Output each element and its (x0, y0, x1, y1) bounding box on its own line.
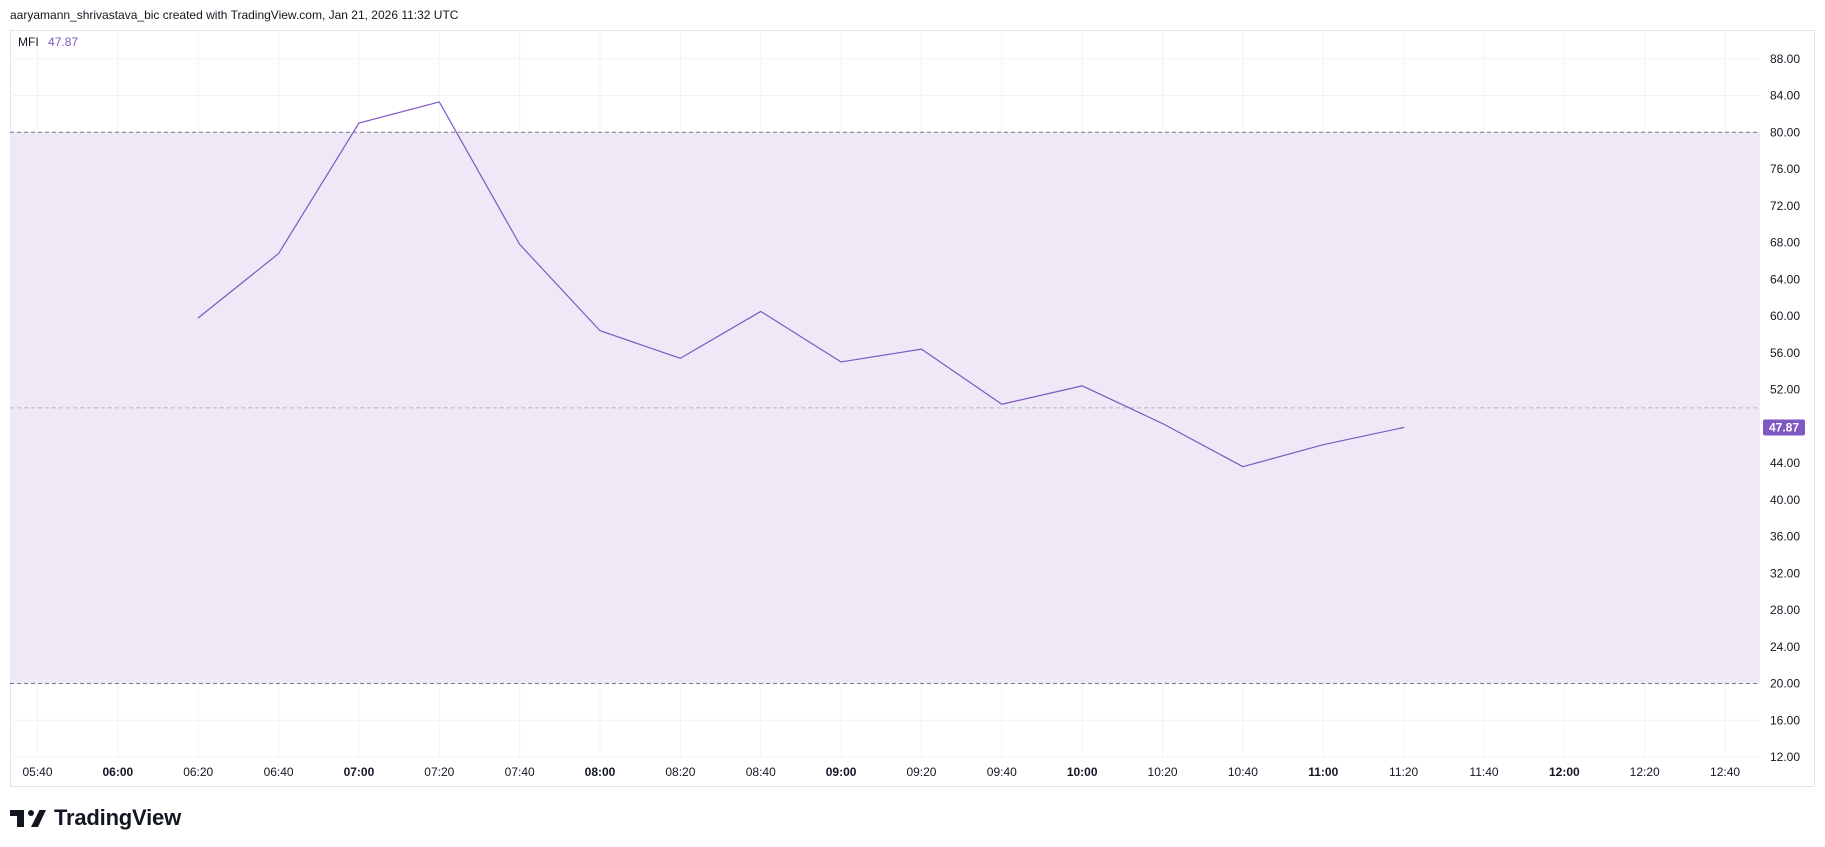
y-tick-label: 84.00 (1770, 89, 1800, 103)
x-tick-label: 12:40 (1710, 765, 1740, 779)
y-tick-label: 24.00 (1770, 640, 1800, 654)
x-tick-label: 06:00 (103, 765, 134, 779)
legend-indicator-name: MFI (18, 35, 39, 49)
last-value-label-text: 47.87 (1769, 420, 1799, 434)
y-tick-label: 12.00 (1770, 750, 1800, 764)
legend-indicator-value: 47.87 (48, 35, 79, 49)
x-tick-label: 09:00 (826, 765, 857, 779)
x-tick-label: 05:40 (22, 765, 52, 779)
tradingview-logo-text: TradingView (54, 805, 181, 830)
x-tick-label: 11:40 (1469, 765, 1498, 779)
x-tick-label: 12:20 (1630, 765, 1660, 779)
x-tick-label: 11:00 (1308, 765, 1338, 779)
y-tick-label: 60.00 (1770, 309, 1800, 323)
y-tick-label: 20.00 (1770, 677, 1800, 691)
x-tick-label: 10:20 (1148, 765, 1178, 779)
y-tick-label: 52.00 (1770, 383, 1800, 397)
x-tick-label: 08:40 (746, 765, 776, 779)
indicator-legend[interactable]: MFI 47.87 (18, 34, 78, 50)
y-tick-label: 88.00 (1770, 52, 1800, 66)
x-tick-label: 06:20 (183, 765, 213, 779)
y-tick-label: 56.00 (1770, 346, 1800, 360)
y-axis[interactable]: 12.00 16.00 20.00 24.00 28.00 32.00 36.00 40.00… (1770, 52, 1800, 764)
x-tick-label: 10:00 (1067, 765, 1098, 779)
y-tick-label: 16.00 (1770, 713, 1800, 727)
y-tick-label: 72.00 (1770, 199, 1800, 213)
y-tick-label: 64.00 (1770, 272, 1800, 286)
x-tick-label: 07:40 (505, 765, 535, 779)
y-tick-label: 28.00 (1770, 603, 1800, 617)
x-tick-label: 08:20 (665, 765, 695, 779)
x-tick-label: 08:00 (585, 765, 616, 779)
y-tick-label: 36.00 (1770, 530, 1800, 544)
x-tick-label: 06:40 (264, 765, 294, 779)
tradingview-logo[interactable]: TradingView (10, 804, 181, 832)
x-axis[interactable]: 05:40 06:00 06:20 06:40 07:00 07:20 07:40 08:00… (22, 765, 1740, 779)
x-tick-label: 09:40 (987, 765, 1017, 779)
last-value-label-group: 47.87 (1763, 419, 1805, 436)
x-tick-label: 07:20 (424, 765, 454, 779)
y-tick-label: 80.00 (1770, 125, 1800, 139)
chart-attribution: aaryamann_shrivastava_bic created with T… (10, 8, 459, 22)
x-tick-label: 09:20 (906, 765, 936, 779)
y-tick-label: 68.00 (1770, 236, 1800, 250)
x-tick-label: 10:40 (1228, 765, 1258, 779)
y-tick-label: 44.00 (1770, 456, 1800, 470)
tradingview-logo-icon (10, 810, 46, 827)
x-tick-label: 12:00 (1549, 765, 1580, 779)
x-tick-label: 07:00 (344, 765, 375, 779)
y-tick-label: 76.00 (1770, 162, 1800, 176)
x-tick-label: 11:20 (1389, 765, 1418, 779)
series-layer (197, 101, 1405, 468)
y-tick-label: 40.00 (1770, 493, 1800, 507)
last-value-label (1763, 419, 1805, 436)
mfi-series-line[interactable] (197, 101, 1405, 468)
y-tick-label: 32.00 (1770, 566, 1800, 580)
